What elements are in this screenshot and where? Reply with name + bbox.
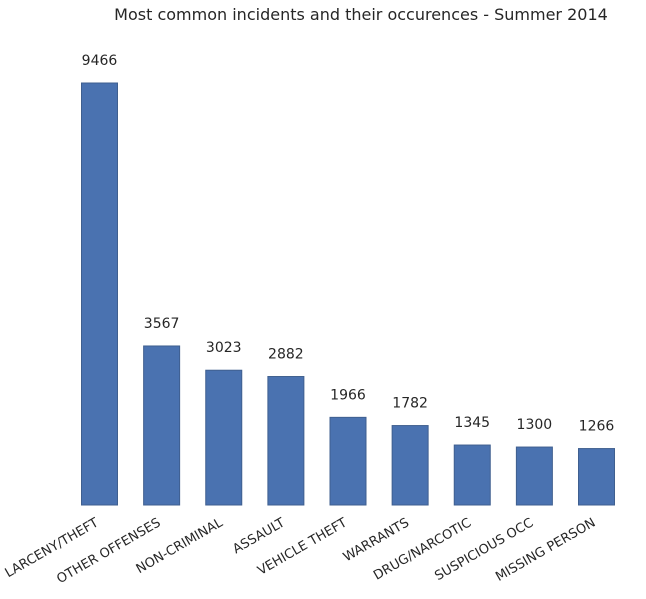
bar [267,376,305,506]
value-labels-group: 9466 3567 3023 2882 1966 1782 1345 1300 1266 [82,53,615,435]
bar-value-label: 1966 [330,387,366,403]
bar-value-label: 1266 [579,419,615,435]
bar [81,82,118,506]
bar-value-label: 1782 [392,396,428,412]
bar [453,444,491,506]
x-tick-label: OTHER OFFENSES [54,516,163,588]
bar [329,416,367,506]
bar-value-label: 3567 [144,316,180,332]
bar [391,425,429,506]
bar [515,446,553,506]
bar-value-label: 2882 [268,347,304,363]
bar-value-label: 1300 [517,417,553,433]
bar-value-label: 9466 [82,53,118,69]
bar [205,369,243,506]
bar [143,345,181,506]
bar-value-label: 1345 [454,415,490,431]
bars-group [81,82,615,506]
chart-title: Most common incidents and their occurenc… [114,5,608,24]
bar [578,448,615,506]
bar-value-label: 3023 [206,340,242,356]
